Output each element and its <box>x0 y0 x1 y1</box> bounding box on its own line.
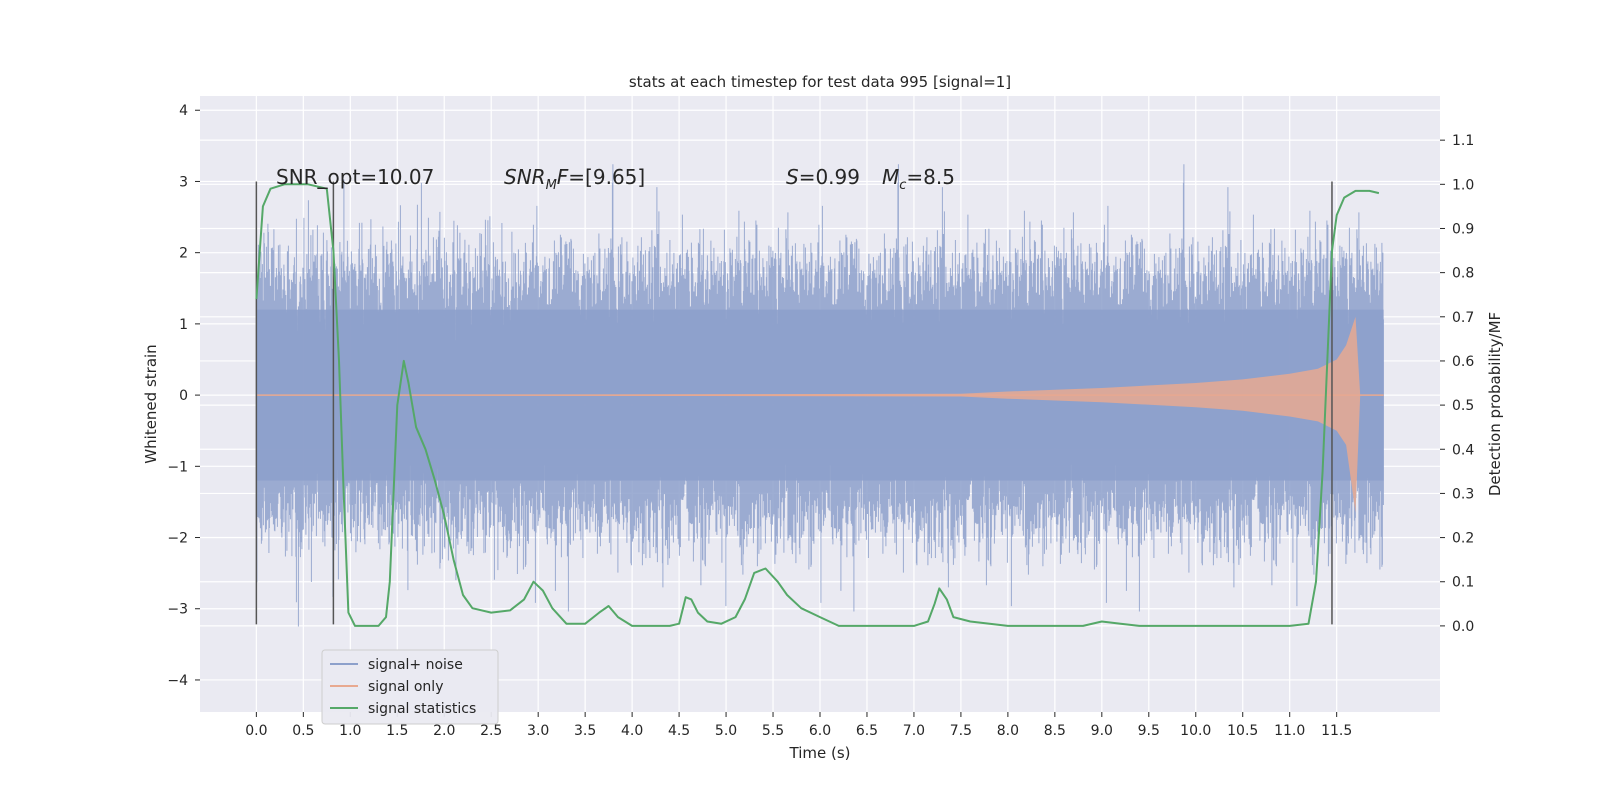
y-tick-label: −3 <box>167 602 188 618</box>
x-tick-label: 1.5 <box>386 723 408 739</box>
y2-tick-label: 0.6 <box>1452 354 1474 370</box>
y-tick-label: 0 <box>179 388 188 404</box>
y-axis-label: Whitened strain <box>142 344 160 463</box>
annotation-mc-sub: c <box>899 178 906 193</box>
annotation-mc-value: =8.5 <box>906 165 955 189</box>
y2-tick-label: 0.9 <box>1452 221 1474 237</box>
legend-label-signal-only: signal only <box>368 679 443 695</box>
legend-label-signal-statistics: signal statistics <box>368 701 476 717</box>
x-tick-label: 9.5 <box>1138 723 1160 739</box>
series-signal-only <box>256 316 1384 513</box>
x-tick-label: 2.5 <box>480 723 502 739</box>
x-tick-label: 8.5 <box>1044 723 1066 739</box>
y2-axis-ticks: 1.1 1.0 0.9 0.8 0.7 0.6 0.5 0.4 0.3 0.2 0.1 0.0 <box>1440 133 1474 635</box>
x-tick-label: 0.5 <box>292 723 314 739</box>
y2-tick-label: 0.0 <box>1452 619 1474 635</box>
y2-tick-label: 0.5 <box>1452 398 1474 414</box>
x-tick-label: 5.5 <box>762 723 784 739</box>
y-tick-label: 4 <box>179 103 188 119</box>
y2-tick-label: 0.3 <box>1452 486 1474 502</box>
chart-title: stats at each timestep for test data 995… <box>629 73 1011 91</box>
legend: signal+ noise signal only signal statist… <box>321 649 499 725</box>
x-axis-label: Time (s) <box>789 744 851 762</box>
x-tick-label: 8.0 <box>997 723 1019 739</box>
y2-tick-label: 0.7 <box>1452 310 1474 326</box>
y2-tick-label: 0.1 <box>1452 575 1474 591</box>
x-tick-label: 4.0 <box>621 723 643 739</box>
x-axis-ticks: 0.0 0.5 1.0 1.5 2.0 2.5 3.0 3.5 4.0 4.5 5.0 5.5 6.0 6… <box>245 712 1352 739</box>
x-tick-label: 6.5 <box>856 723 878 739</box>
legend-box <box>321 649 499 725</box>
y-tick-label: 2 <box>179 246 188 262</box>
y2-tick-label: 1.0 <box>1452 177 1474 193</box>
x-tick-label: 0.0 <box>245 723 267 739</box>
legend-label-signal-plus-noise: signal+ noise <box>368 657 463 673</box>
x-tick-label: 11.5 <box>1321 723 1352 739</box>
y-tick-label: −1 <box>167 459 188 475</box>
annotation-snr-opt: SNR_opt=10.07 <box>276 165 434 189</box>
y2-tick-label: 0.8 <box>1452 266 1474 282</box>
y-tick-label: 3 <box>179 174 188 190</box>
annotation-snr-mf-prefix: SNR <box>504 165 546 189</box>
x-tick-label: 10.0 <box>1180 723 1211 739</box>
x-tick-label: 3.5 <box>574 723 596 739</box>
series-signal-statistics <box>255 183 1380 627</box>
annotation-s-prefix: S <box>786 165 799 189</box>
y2-tick-label: 0.4 <box>1452 442 1474 458</box>
annotation-mc: Mc=8.5 <box>882 165 955 193</box>
annotation-snr-mf-value: =[9.65] <box>568 165 645 189</box>
x-tick-label: 7.0 <box>903 723 925 739</box>
x-tick-label: 9.0 <box>1091 723 1113 739</box>
annotation-s-value: =0.99 <box>799 165 860 189</box>
x-tick-label: 5.0 <box>715 723 737 739</box>
y-tick-label: −4 <box>167 673 188 689</box>
x-tick-label: 6.0 <box>809 723 831 739</box>
y-axis-ticks: 4 3 2 1 0 −1 −2 −3 −4 <box>167 103 200 689</box>
annotation-snr-mf-f: F <box>557 165 569 189</box>
x-tick-label: 7.5 <box>950 723 972 739</box>
y-tick-label: −2 <box>167 531 188 547</box>
statistics-line <box>255 183 1380 627</box>
annotation-snr-mf-sub: M <box>546 178 557 193</box>
y2-tick-label: 0.2 <box>1452 531 1474 547</box>
x-tick-label: 1.0 <box>339 723 361 739</box>
x-tick-label: 10.5 <box>1227 723 1258 739</box>
y2-tick-label: 1.1 <box>1452 133 1474 149</box>
x-tick-label: 3.0 <box>527 723 549 739</box>
y2-axis-label: Detection probability/MF <box>1486 312 1504 496</box>
x-tick-label: 2.0 <box>433 723 455 739</box>
annotation-snr-mf: SNRMF=[9.65] <box>504 165 645 193</box>
annotation-mc-prefix: M <box>882 165 899 189</box>
annotation-s: S=0.99 <box>786 165 860 189</box>
x-tick-label: 4.5 <box>668 723 690 739</box>
y-tick-label: 1 <box>179 317 188 333</box>
x-tick-label: 11.0 <box>1274 723 1305 739</box>
